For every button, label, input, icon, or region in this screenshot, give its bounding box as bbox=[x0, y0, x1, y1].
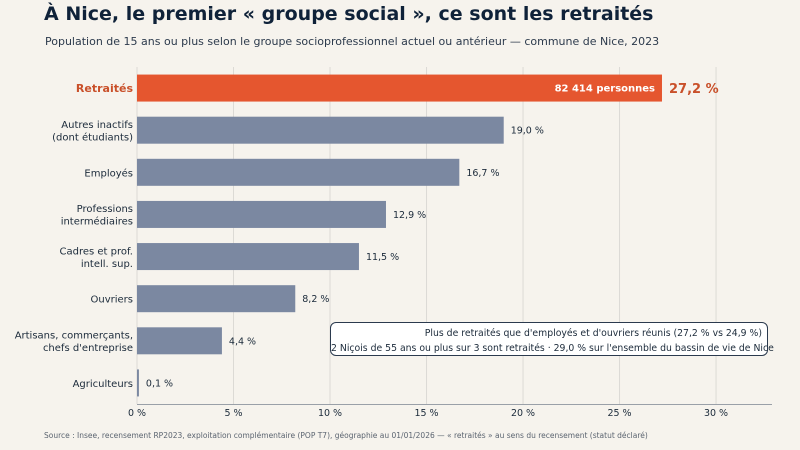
chart-title: À Nice, le premier « groupe social », ce… bbox=[44, 3, 654, 25]
category-label: (dont étudiants) bbox=[52, 131, 133, 143]
category-label: intell. sup. bbox=[81, 259, 133, 270]
x-tick-label: 15 % bbox=[414, 408, 438, 419]
bar bbox=[137, 327, 222, 355]
value-label: 0,1 % bbox=[146, 378, 173, 389]
source-note: Source : Insee, recensement RP2023, expl… bbox=[44, 431, 648, 440]
category-label: Professions bbox=[77, 204, 133, 215]
bar bbox=[137, 285, 296, 313]
category-label: Ouvriers bbox=[91, 295, 134, 306]
x-tick-label: 5 % bbox=[224, 408, 242, 419]
category-label: intermédiaires bbox=[61, 216, 133, 228]
x-tick-label: 25 % bbox=[607, 408, 631, 419]
category-label: Agriculteurs bbox=[73, 379, 133, 390]
x-tick-label: 20 % bbox=[511, 408, 535, 419]
x-tick-label: 30 % bbox=[704, 408, 728, 419]
category-label: Cadres et prof. bbox=[60, 246, 133, 257]
category-label: Artisans, commerçants, bbox=[15, 331, 133, 342]
bar bbox=[137, 74, 662, 102]
value-label: 16,7 % bbox=[466, 168, 499, 179]
bar bbox=[137, 158, 460, 186]
value-label: 12,9 % bbox=[393, 210, 426, 221]
annotation-line-1: Plus de retraités que d'employés et d'ou… bbox=[424, 328, 762, 339]
bar bbox=[137, 200, 386, 228]
value-label: 27,2 % bbox=[669, 82, 719, 97]
category-label: chefs d'entreprise bbox=[43, 343, 133, 354]
category-label: Employés bbox=[84, 167, 133, 179]
bar-inner-label: 82 414 personnes bbox=[555, 84, 655, 95]
x-tick-label: 10 % bbox=[318, 408, 342, 419]
annotation-line-2: 2 Niçois de 55 ans ou plus sur 3 sont re… bbox=[331, 343, 774, 354]
category-label: Autres inactifs bbox=[61, 120, 133, 131]
category-label: Retraités bbox=[76, 82, 134, 95]
bar bbox=[137, 116, 504, 144]
x-tick-label: 0 % bbox=[128, 408, 146, 419]
value-label: 19,0 % bbox=[511, 126, 544, 137]
value-label: 8,2 % bbox=[302, 294, 329, 305]
chart-subtitle: Population de 15 ans ou plus selon le gr… bbox=[45, 35, 660, 48]
value-label: 4,4 % bbox=[229, 336, 256, 347]
value-label: 11,5 % bbox=[366, 252, 399, 263]
bar bbox=[137, 369, 139, 397]
bar bbox=[137, 243, 359, 271]
annotation-box: Plus de retraités que d'employés et d'ou… bbox=[330, 322, 774, 356]
